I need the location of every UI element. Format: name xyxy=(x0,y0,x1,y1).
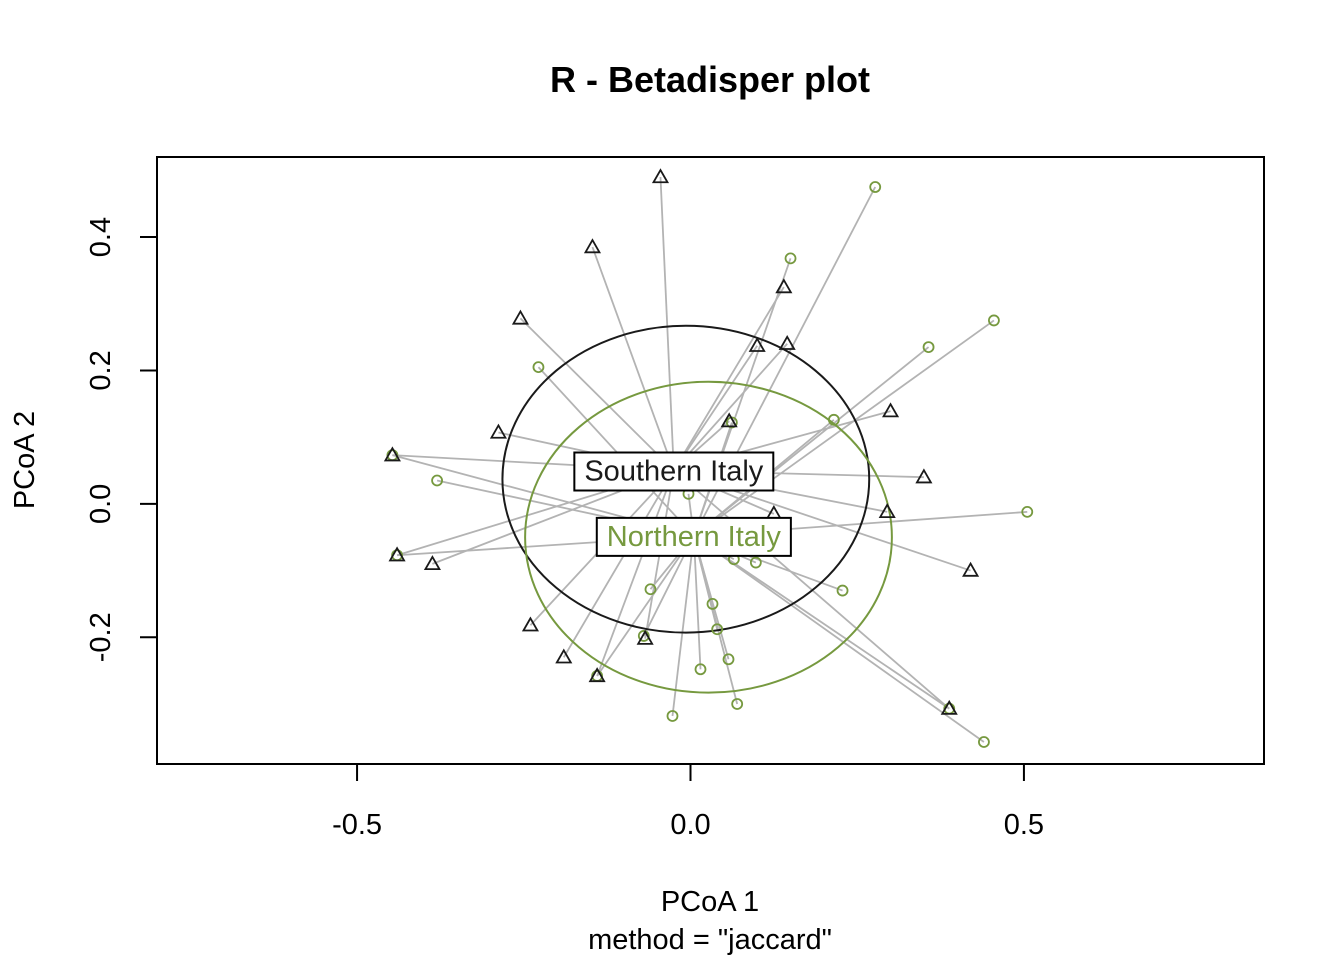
point-southern-8 xyxy=(555,648,573,664)
point-southern-2 xyxy=(511,309,529,325)
segment-southern-0 xyxy=(659,176,675,471)
point-southern-17 xyxy=(878,503,896,519)
point-northern-22 xyxy=(666,710,679,722)
point-southern-4 xyxy=(383,446,401,462)
segment-southern-8 xyxy=(563,470,675,658)
point-southern-9 xyxy=(588,667,606,683)
point-northern-19 xyxy=(694,663,707,676)
point-northern-20 xyxy=(722,653,735,666)
point-southern-0 xyxy=(651,168,670,184)
point-northern-15 xyxy=(644,583,657,596)
point-northern-2 xyxy=(988,314,1000,327)
northern-ellipse xyxy=(524,380,893,694)
segment-northern-2 xyxy=(693,319,995,537)
point-northern-23 xyxy=(978,736,990,748)
point-southern-1 xyxy=(583,238,602,254)
segment-southern-14 xyxy=(673,343,788,472)
segment-southern-1 xyxy=(591,246,675,471)
point-northern-4 xyxy=(827,413,840,426)
southern-ellipse xyxy=(501,324,871,634)
x-tick-label-0: -0.5 xyxy=(332,809,382,841)
y-tick-label-1: 0.0 xyxy=(85,484,117,524)
point-southern-6 xyxy=(423,555,441,571)
segment-southern-13 xyxy=(673,286,785,471)
point-southern-7 xyxy=(521,616,539,632)
segment-southern-12 xyxy=(673,345,758,472)
southern-label-box xyxy=(573,451,775,492)
southern-centroid-label: Southern Italy xyxy=(584,456,763,488)
segment-northern-24 xyxy=(596,535,695,677)
points xyxy=(383,168,1034,748)
y-tick-label-2: 0.2 xyxy=(85,350,117,390)
dispersion-ellipses xyxy=(501,324,893,694)
x-tick-label-2: 0.5 xyxy=(1004,809,1044,841)
segment-northern-22 xyxy=(671,535,695,717)
point-southern-5 xyxy=(388,546,406,562)
point-southern-3 xyxy=(489,423,507,439)
segment-southern-2 xyxy=(519,317,675,472)
y-axis-label: PCoA 2 xyxy=(9,411,41,509)
segment-northern-21 xyxy=(692,535,739,705)
point-northern-18 xyxy=(637,630,650,642)
segment-southern-9 xyxy=(596,470,675,677)
chart-title: R - Betadisper plot xyxy=(550,59,870,100)
point-southern-13 xyxy=(775,278,793,294)
point-northern-5 xyxy=(532,361,545,374)
point-southern-20 xyxy=(940,699,958,715)
northern-label-box xyxy=(595,516,792,557)
point-northern-16 xyxy=(706,598,719,610)
segment-northern-19 xyxy=(692,535,702,670)
centroid-labels: Southern Italy Northern Italy xyxy=(573,451,792,557)
point-northern-17 xyxy=(711,623,724,636)
point-northern-3 xyxy=(922,341,935,354)
y-tick-label-3: 0.4 xyxy=(85,217,117,257)
point-southern-12 xyxy=(748,336,766,352)
point-southern-11 xyxy=(720,412,738,428)
point-southern-16 xyxy=(915,468,933,484)
point-northern-13 xyxy=(749,556,762,569)
point-southern-14 xyxy=(778,334,796,350)
x-axis-label: PCoA 1 xyxy=(661,886,759,918)
point-northern-6 xyxy=(431,474,443,487)
point-northern-0 xyxy=(869,181,882,193)
x-axis-sublabel: method = "jaccard" xyxy=(588,924,832,956)
y-tick-label-0: -0.2 xyxy=(85,612,117,662)
point-southern-15 xyxy=(882,402,900,418)
segment-southern-20 xyxy=(673,469,950,710)
point-northern-11 xyxy=(1021,505,1034,518)
point-northern-14 xyxy=(836,584,849,597)
segment-northern-25 xyxy=(693,535,950,710)
segment-northern-23 xyxy=(693,535,985,743)
point-southern-10 xyxy=(636,629,654,645)
northern-centroid-label: Northern Italy xyxy=(607,521,782,553)
point-northern-21 xyxy=(731,698,744,710)
point-northern-1 xyxy=(784,252,797,265)
point-southern-19 xyxy=(962,561,980,577)
segment-northern-5 xyxy=(537,366,695,537)
axes: -0.5 0.0 0.5 -0.2 0.0 0.2 0.4 xyxy=(85,217,1044,841)
x-tick-label-1: 0.0 xyxy=(670,809,710,841)
